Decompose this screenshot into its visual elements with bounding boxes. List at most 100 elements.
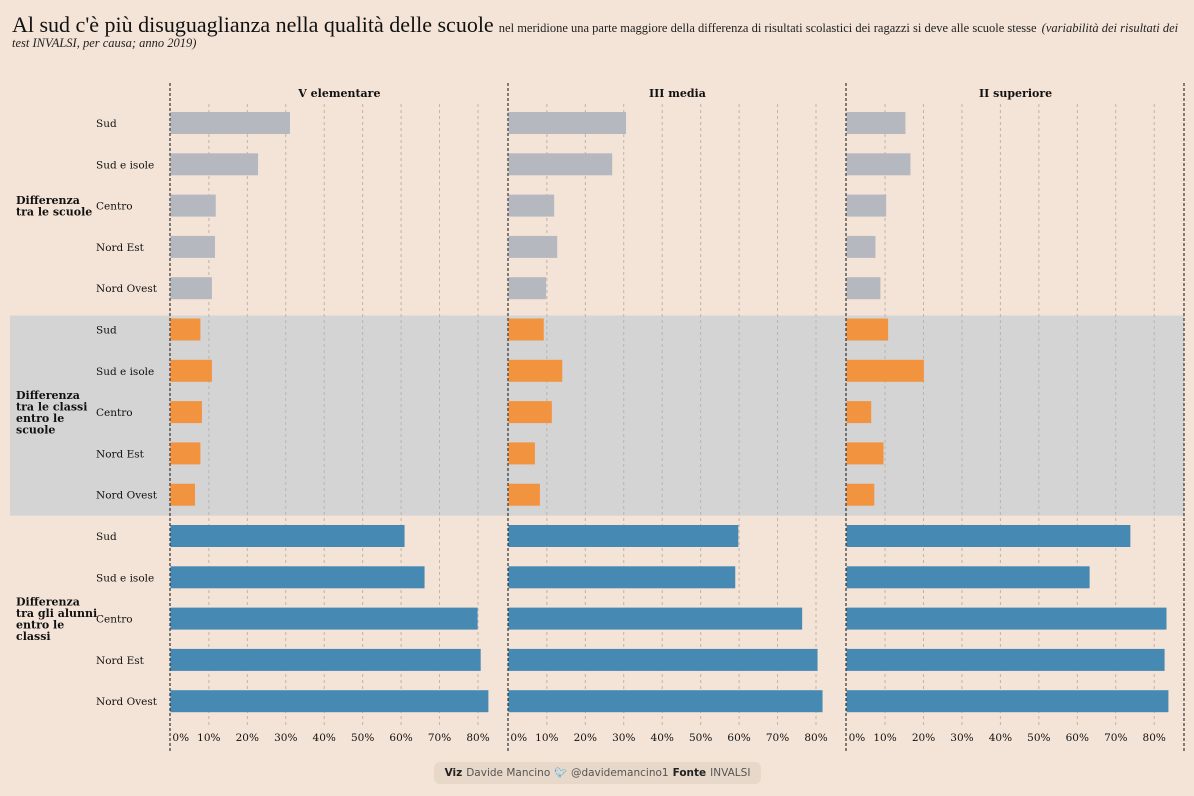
bar	[170, 194, 216, 217]
category-label: Nord Ovest	[96, 490, 158, 502]
bar	[846, 607, 1167, 630]
group-label: entro le	[16, 412, 64, 425]
bar	[170, 235, 216, 258]
group-label: Differenza	[16, 389, 80, 402]
category-label: Nord Ovest	[96, 696, 158, 708]
panel-title: V elementare	[297, 87, 380, 100]
x-tick-label: 10%	[197, 732, 220, 744]
bar	[508, 153, 613, 176]
x-tick-label: 30%	[612, 732, 635, 744]
category-label: Sud	[96, 325, 117, 337]
bar	[846, 525, 1131, 547]
category-label: Centro	[96, 614, 133, 626]
chart-header: Al sud c'è più disuguaglianza nella qual…	[12, 14, 1187, 51]
bar	[846, 153, 911, 176]
x-tick-label: 50%	[351, 732, 374, 744]
x-tick-label: 40%	[989, 732, 1012, 744]
bar	[508, 318, 544, 341]
bar	[846, 648, 1165, 671]
x-tick-label: 30%	[274, 732, 297, 744]
twitter-handle[interactable]: @davidemancino1	[570, 767, 669, 779]
author-name: Davide Mancino	[466, 767, 551, 779]
bar	[846, 194, 887, 217]
bar	[846, 112, 906, 134]
x-tick-label: 60%	[1066, 732, 1089, 744]
group-label: tra le classi	[16, 400, 87, 413]
x-tick-label: 70%	[428, 732, 451, 744]
bar	[170, 318, 201, 341]
category-label: Nord Est	[96, 242, 145, 254]
category-label: Sud	[96, 118, 117, 130]
bar	[508, 112, 627, 134]
x-tick-label: 80%	[804, 732, 827, 744]
bar	[170, 648, 481, 671]
chart-title: Al sud c'è più disuguaglianza nella qual…	[12, 12, 494, 37]
group-label: entro le	[16, 618, 64, 631]
bar	[508, 648, 818, 671]
x-tick-label: 60%	[389, 732, 412, 744]
bar	[170, 483, 196, 506]
x-tick-label: 40%	[651, 732, 674, 744]
group-label: Differenza	[16, 194, 80, 207]
x-tick-label: 0%	[172, 732, 189, 744]
group-label: classi	[16, 630, 51, 643]
bar	[846, 359, 924, 382]
category-label: Sud e isole	[96, 159, 154, 171]
bar	[170, 359, 212, 382]
bar	[508, 566, 736, 589]
category-label: Centro	[96, 201, 133, 213]
group-label: tra gli alunni	[16, 607, 97, 620]
bar	[508, 607, 803, 630]
bar	[170, 112, 290, 134]
source-name: INVALSI	[710, 767, 751, 779]
x-tick-label: 30%	[950, 732, 973, 744]
panel-title: III media	[649, 87, 706, 100]
bar	[170, 153, 259, 176]
bar	[508, 690, 823, 713]
bar	[846, 318, 889, 341]
x-tick-label: 70%	[1104, 732, 1127, 744]
category-label: Nord Est	[96, 448, 145, 460]
x-tick-label: 10%	[535, 732, 558, 744]
category-label: Nord Ovest	[96, 283, 158, 295]
x-tick-label: 80%	[466, 732, 489, 744]
category-label: Sud	[96, 531, 117, 543]
x-tick-label: 60%	[727, 732, 750, 744]
bar	[170, 690, 489, 713]
bar	[508, 359, 563, 382]
x-tick-label: 0%	[849, 732, 866, 744]
group-label: scuole	[16, 423, 55, 436]
viz-label: Viz	[444, 767, 463, 779]
category-label: Sud e isole	[96, 366, 154, 378]
bar	[846, 690, 1169, 713]
bar	[846, 483, 875, 506]
x-tick-label: 80%	[1143, 732, 1166, 744]
x-tick-label: 50%	[1027, 732, 1050, 744]
bar	[508, 525, 739, 547]
x-tick-label: 70%	[766, 732, 789, 744]
bar	[508, 194, 555, 217]
x-tick-label: 20%	[574, 732, 597, 744]
bar	[170, 401, 202, 424]
group-label: Differenza	[16, 595, 80, 608]
category-label: Centro	[96, 407, 133, 419]
x-tick-label: 40%	[313, 732, 336, 744]
shaded-group-band	[10, 315, 1184, 516]
bar	[170, 277, 212, 300]
bar	[846, 235, 876, 258]
category-label: Sud e isole	[96, 572, 154, 584]
bar	[846, 401, 872, 424]
bar	[846, 442, 884, 465]
bar	[508, 401, 552, 424]
x-tick-label: 20%	[236, 732, 259, 744]
x-tick-label: 0%	[510, 732, 527, 744]
category-label: Nord Est	[96, 655, 145, 667]
group-label: tra le scuole	[16, 205, 92, 218]
bar	[170, 607, 478, 630]
x-tick-label: 10%	[873, 732, 896, 744]
bar	[508, 483, 540, 506]
twitter-bird-icon: 🐦︎	[554, 767, 567, 779]
chart-note: (variabilità dei risultati dei test INVA…	[12, 21, 1179, 50]
x-tick-label: 50%	[689, 732, 712, 744]
